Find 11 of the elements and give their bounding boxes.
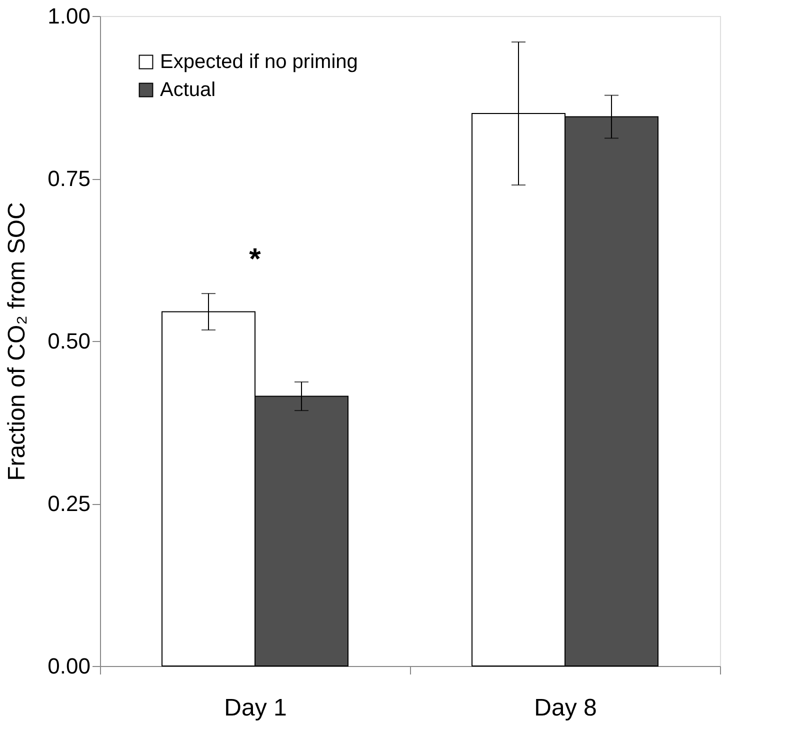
legend-label: Expected if no priming xyxy=(160,51,358,73)
y-axis-title: Fraction of CO₂ from SOC xyxy=(4,202,31,481)
x-tick-label: Day 1 xyxy=(224,694,287,722)
y-tick-label: 1.00 xyxy=(48,4,90,28)
y-tick-label: 0.25 xyxy=(48,491,90,516)
y-tick-label: 0.00 xyxy=(48,654,90,678)
y-tick-label: 0.75 xyxy=(48,166,90,191)
legend-label: Actual xyxy=(160,79,216,101)
y-tick-label: 0.50 xyxy=(48,328,90,354)
x-tick-label: Day 8 xyxy=(534,694,597,722)
annotation: * xyxy=(249,242,262,276)
